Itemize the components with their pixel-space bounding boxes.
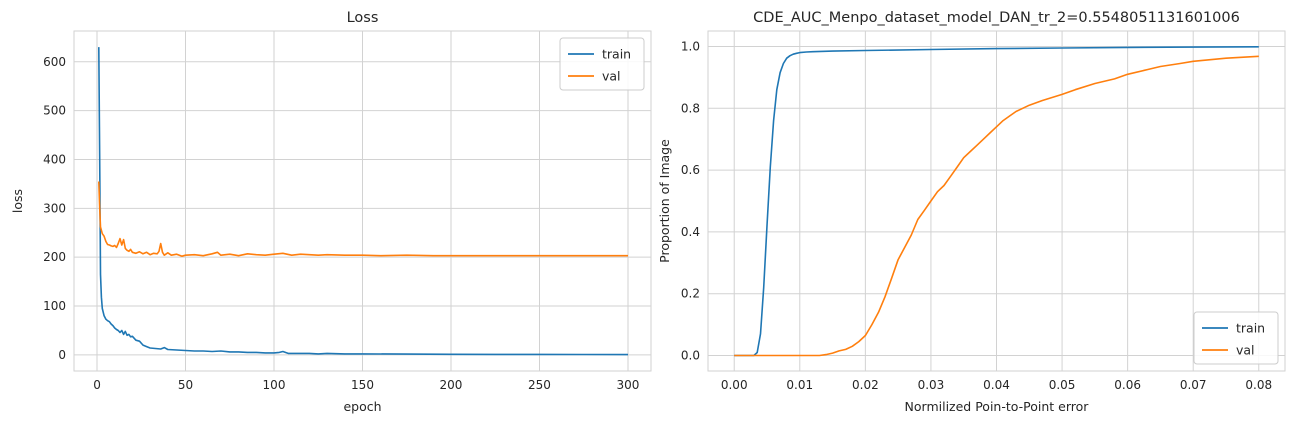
loss-ytick-label-3: 300 [43, 201, 66, 215]
cde-legend-label-train: train [1236, 321, 1265, 336]
loss-legend-label-val: val [602, 69, 621, 84]
cde-series-line-train [734, 46, 1259, 357]
loss-ytick-label-5: 500 [43, 104, 66, 118]
cde-xtick-label-3: 0.03 [918, 378, 945, 392]
loss-x-axis-label: epoch [343, 399, 381, 414]
cde-ytick-label-2: 0.4 [681, 225, 700, 239]
loss-chart: 0 50 100 150 200 250 300 0 100 200 300 400 500 600 Los… [10, 10, 652, 414]
cde-xtick-label-6: 0.06 [1114, 378, 1141, 392]
loss-series-line-train [98, 47, 629, 356]
loss-xtick-label-4: 200 [440, 378, 463, 392]
loss-chart-title: Loss [347, 10, 379, 26]
loss-legend-box [559, 37, 645, 91]
cde-chart-title: CDE_AUC_Menpo_dataset_model_DAN_tr_2=0.5… [753, 10, 1240, 26]
loss-xtick-label-5: 250 [528, 378, 551, 392]
cde-series-line-val [734, 55, 1259, 357]
loss-ytick-label-1: 100 [43, 299, 66, 313]
cde-xtick-label-0: 0.00 [721, 378, 748, 392]
cde-legend-label-val: val [1236, 343, 1255, 358]
loss-xtick-label-1: 50 [178, 378, 193, 392]
cde-legend: train val [1193, 311, 1279, 365]
cde-ytick-label-4: 0.8 [681, 101, 700, 115]
cde-ytick-label-1: 0.2 [681, 287, 700, 301]
loss-xtick-label-2: 100 [263, 378, 286, 392]
loss-y-axis-label: loss [10, 189, 25, 213]
loss-ytick-label-2: 200 [43, 250, 66, 264]
cde-ytick-label-5: 1.0 [681, 39, 700, 53]
cde-y-axis-label: Proportion of Image [657, 139, 672, 263]
cde-xtick-label-2: 0.02 [852, 378, 879, 392]
cde-xtick-label-4: 0.04 [983, 378, 1010, 392]
loss-legend: train val [559, 37, 645, 91]
cde-xtick-label-8: 0.08 [1245, 378, 1272, 392]
cde-ytick-label-0: 0.0 [681, 349, 700, 363]
cde-plot-frame [707, 30, 1286, 372]
loss-plot-frame [73, 30, 652, 372]
loss-xtick-label-0: 0 [93, 378, 101, 392]
cde-chart: 0.00 0.01 0.02 0.03 0.04 0.05 0.06 0.07 0.08 0.0 0… [657, 10, 1286, 414]
cde-xtick-label-7: 0.07 [1180, 378, 1207, 392]
cde-legend-box [1193, 311, 1279, 365]
cde-xtick-label-5: 0.05 [1049, 378, 1076, 392]
cde-ytick-label-3: 0.6 [681, 163, 700, 177]
loss-xtick-label-6: 300 [617, 378, 640, 392]
loss-series-line-val [98, 181, 628, 258]
loss-ytick-label-6: 600 [43, 55, 66, 69]
cde-x-axis-label: Normilized Poin-to-Point error [905, 399, 1090, 414]
loss-xtick-label-3: 150 [351, 378, 374, 392]
loss-ytick-label-4: 400 [43, 152, 66, 166]
cde-xtick-label-1: 0.01 [786, 378, 813, 392]
loss-legend-label-train: train [602, 47, 631, 62]
loss-ytick-label-0: 0 [58, 348, 66, 362]
